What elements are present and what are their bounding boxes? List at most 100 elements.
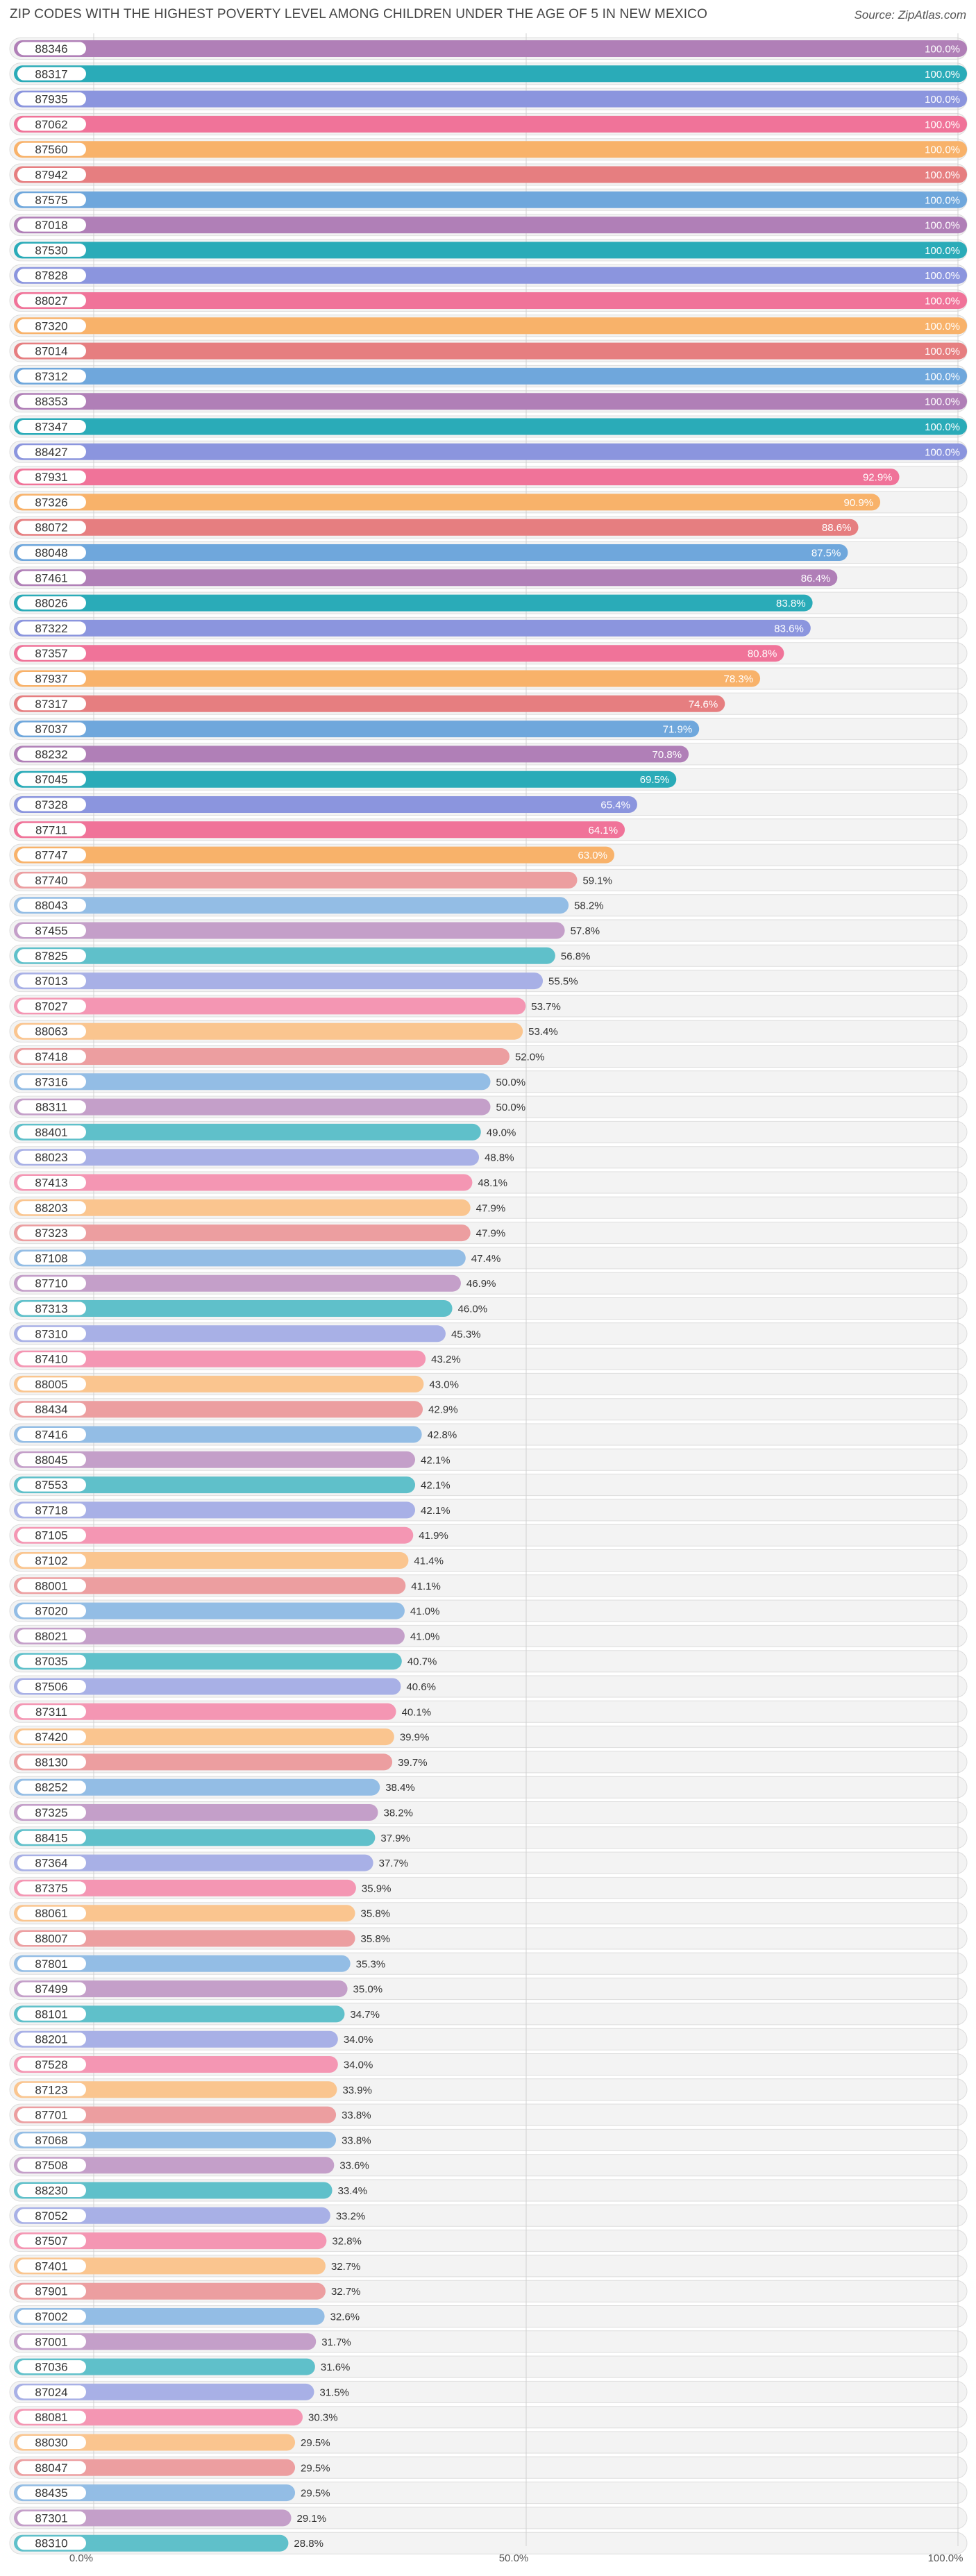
bar-row: 87828 100.0%: [14, 267, 967, 284]
bar-row: 87014 100.0%: [14, 342, 967, 360]
category-pill: [17, 2234, 86, 2248]
bar-row: 87420 39.9%: [14, 1728, 429, 1746]
value-label: 100.0%: [925, 94, 960, 106]
category-label: 87311: [35, 1706, 67, 1719]
bar: [14, 367, 967, 385]
bar: [14, 846, 614, 864]
value-label: 87.5%: [811, 548, 841, 559]
category-label: 87301: [35, 2511, 67, 2525]
bar-row: 87937 78.3%: [14, 670, 761, 687]
category-label: 87326: [35, 496, 67, 509]
bar: [14, 217, 967, 234]
bar-row: 88005 43.0%: [14, 1375, 459, 1392]
category-pill: [17, 1579, 86, 1592]
category-pill: [17, 2360, 86, 2374]
value-label: 53.4%: [528, 1026, 558, 1038]
bar: [14, 1199, 471, 1216]
category-pill: [17, 1428, 86, 1441]
value-label: 28.8%: [294, 2538, 323, 2550]
category-label: 88252: [35, 1781, 67, 1794]
category-pill: [17, 42, 86, 56]
category-pill: [17, 344, 86, 358]
category-label: 87506: [35, 1681, 67, 1694]
category-pill: [17, 1982, 86, 1996]
bar-row: 87013 55.5%: [14, 973, 578, 990]
bar-row: 87401 32.7%: [14, 2257, 361, 2275]
bar-row: 87301 29.1%: [14, 2509, 326, 2527]
bar-row: 87052 33.2%: [14, 2207, 365, 2224]
category-pill: [17, 898, 86, 912]
bar: [14, 947, 555, 964]
category-label: 87416: [35, 1429, 67, 1442]
bar-row: 88232 70.8%: [14, 746, 689, 763]
value-label: 48.8%: [485, 1152, 514, 1164]
category-pill: [17, 1302, 86, 1315]
category-label: 88353: [35, 395, 67, 408]
category-label: 88061: [35, 1907, 67, 1920]
category-pill: [17, 2309, 86, 2323]
bar-row: 87347 100.0%: [14, 418, 967, 435]
bar: [14, 1955, 351, 1972]
category-label: 87312: [35, 370, 67, 383]
value-label: 47.9%: [476, 1228, 506, 1240]
category-pill: [17, 1554, 86, 1567]
bar: [14, 2157, 335, 2174]
category-pill: [17, 1755, 86, 1769]
value-label: 100.0%: [925, 421, 960, 433]
bar-row: 87410 43.2%: [14, 1350, 461, 1367]
bar: [14, 1174, 473, 1191]
value-label: 42.1%: [421, 1505, 451, 1517]
value-label: 42.1%: [421, 1454, 451, 1466]
value-label: 100.0%: [925, 194, 960, 206]
x-tick-label: 0.0%: [69, 2552, 93, 2564]
category-pill: [17, 1100, 86, 1114]
category-pill: [17, 873, 86, 887]
bar-row: 87036 31.6%: [14, 2358, 350, 2375]
value-label: 29.5%: [301, 2437, 330, 2449]
category-pill: [17, 2133, 86, 2147]
bar-row: 88252 38.4%: [14, 1778, 415, 1796]
bar-row: 87942 100.0%: [14, 166, 967, 183]
value-label: 33.9%: [342, 2085, 372, 2096]
bars: 88346 100.0% 88317 100.0% 87935 100.0% 87062 10…: [14, 40, 967, 2552]
category-pill: [17, 672, 86, 685]
bar: [14, 115, 967, 133]
category-pill: [17, 294, 86, 308]
bar-row: 87364 37.7%: [14, 1854, 408, 1871]
value-label: 45.3%: [451, 1329, 481, 1340]
bar: [14, 594, 813, 612]
bar-row: 87313 46.0%: [14, 1300, 487, 1317]
bar-row: 87320 100.0%: [14, 317, 967, 335]
category-label: 87328: [35, 798, 67, 811]
value-label: 37.9%: [380, 1833, 410, 1844]
value-label: 48.1%: [478, 1177, 507, 1189]
category-pill: [17, 1830, 86, 1844]
category-label: 88030: [35, 2436, 67, 2450]
value-label: 35.0%: [353, 1984, 383, 1996]
category-label: 88434: [35, 1403, 67, 1416]
value-label: 65.4%: [600, 800, 630, 811]
bar-row: 87711 64.1%: [14, 821, 625, 839]
bar: [14, 2207, 330, 2224]
bar-row: 87322 83.6%: [14, 619, 811, 637]
bar: [14, 1627, 405, 1644]
category-label: 87937: [35, 673, 67, 686]
bar-row: 88023 48.8%: [14, 1149, 514, 1166]
bar-row: 87801 35.3%: [14, 1955, 385, 1972]
bar: [14, 1980, 348, 1998]
bar: [14, 2409, 303, 2426]
bar: [14, 746, 689, 763]
bar: [14, 997, 526, 1015]
category-pill: [17, 1856, 86, 1870]
value-label: 41.9%: [419, 1530, 448, 1542]
category-pill: [17, 1125, 86, 1139]
value-label: 29.5%: [301, 2462, 330, 2474]
bar: [14, 619, 811, 637]
bar: [14, 342, 967, 360]
category-pill: [17, 2108, 86, 2122]
category-label: 87420: [35, 1731, 67, 1744]
value-label: 100.0%: [925, 346, 960, 357]
bar-row: 87560 100.0%: [14, 141, 967, 158]
bar-row: 87416 42.8%: [14, 1426, 457, 1443]
